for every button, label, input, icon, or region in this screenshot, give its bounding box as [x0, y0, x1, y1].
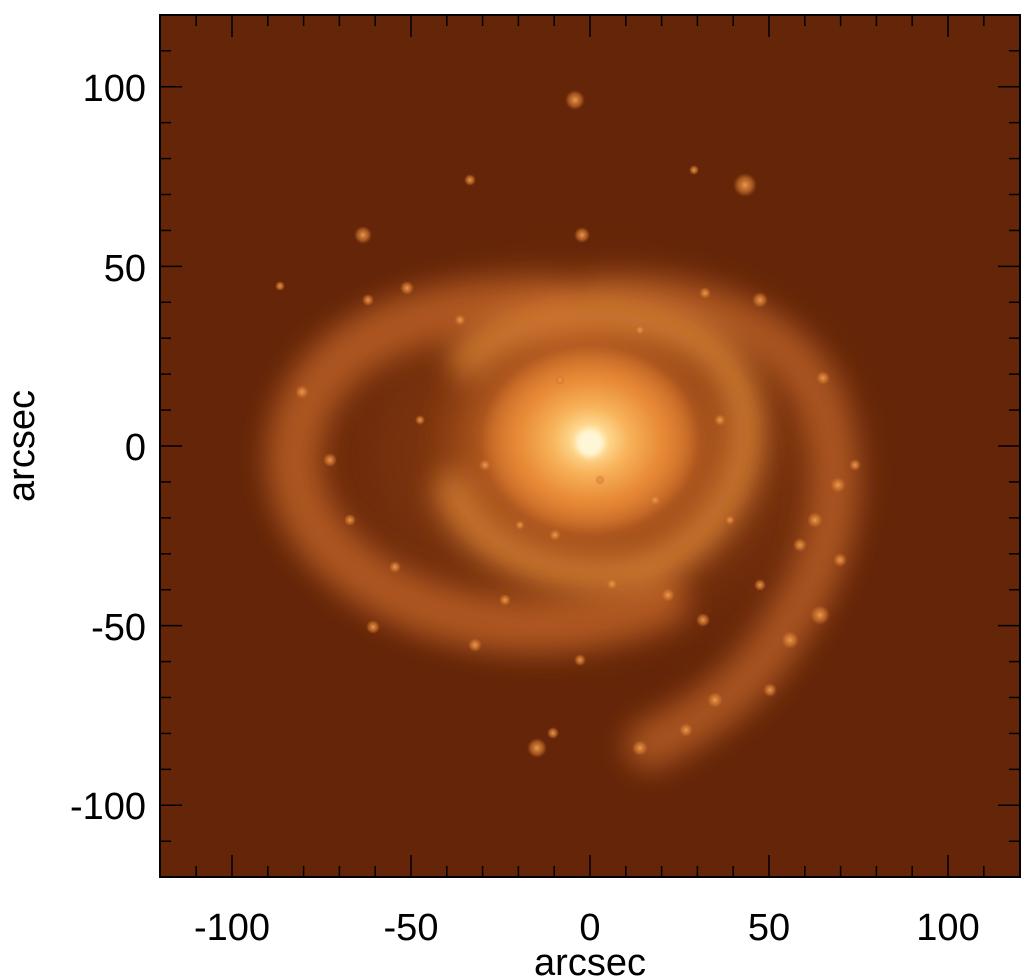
x-tick-label: 0 — [579, 907, 600, 949]
star-forming-knot — [679, 723, 693, 737]
star-forming-knot — [810, 605, 830, 625]
x-tick-labels: -100 -50 0 50 100 — [194, 907, 980, 949]
star-forming-knot — [527, 738, 547, 758]
star-forming-knot — [816, 371, 830, 385]
star-forming-knot — [595, 475, 605, 485]
star-forming-knot — [499, 594, 511, 606]
star-forming-knot — [295, 385, 309, 399]
star-forming-knot — [763, 683, 777, 697]
x-axis-title: arcsec — [534, 942, 646, 980]
star-forming-knot — [793, 538, 807, 552]
star-forming-knot — [635, 325, 645, 335]
star-forming-knot — [454, 314, 466, 326]
y-tick-label: 100 — [83, 68, 146, 110]
star-forming-knot — [807, 512, 823, 528]
star-forming-knot — [400, 281, 414, 295]
galaxy-image — [160, 15, 1020, 877]
star-forming-knot — [344, 514, 356, 526]
star-forming-knot — [661, 588, 675, 602]
star-forming-knot — [699, 287, 711, 299]
x-tick-label: -50 — [384, 907, 439, 949]
star-forming-knot — [366, 620, 380, 634]
star-forming-knot — [781, 631, 799, 649]
x-tick-label: 50 — [748, 907, 790, 949]
star-forming-knot — [362, 294, 374, 306]
star-forming-knot — [689, 165, 699, 175]
star-forming-knot — [733, 173, 757, 197]
hii-knots — [275, 90, 861, 758]
star-forming-knot — [275, 281, 285, 291]
star-forming-knot — [830, 477, 846, 493]
y-tick-label: -100 — [70, 786, 146, 828]
star-forming-knot — [696, 613, 710, 627]
star-forming-knot — [468, 638, 482, 652]
star-forming-knot — [565, 90, 585, 110]
star-forming-knot — [574, 227, 590, 243]
star-forming-knot — [632, 740, 648, 756]
star-forming-knot — [389, 561, 401, 573]
star-forming-knot — [707, 692, 723, 708]
y-tick-label: 50 — [104, 248, 146, 290]
star-forming-knot — [833, 553, 847, 567]
star-forming-knot — [606, 578, 618, 590]
star-forming-knot — [354, 226, 372, 244]
y-axis-title: arcsec — [1, 390, 43, 502]
star-forming-knot — [323, 453, 337, 467]
outer-arm-west — [266, 277, 688, 653]
star-forming-knot — [649, 494, 661, 506]
star-forming-knot — [464, 174, 476, 186]
star-forming-knot — [754, 579, 766, 591]
star-forming-knot — [725, 515, 735, 525]
x-tick-label: 100 — [916, 907, 979, 949]
star-forming-knot — [714, 414, 726, 426]
star-forming-knot — [574, 654, 586, 666]
ticks — [160, 15, 1020, 877]
nucleus — [576, 429, 604, 457]
star-forming-knot — [479, 459, 491, 471]
star-forming-knot — [415, 415, 425, 425]
y-tick-label: -50 — [91, 607, 146, 649]
star-forming-knot — [849, 459, 861, 471]
star-forming-knot — [515, 520, 525, 530]
star-forming-knot — [549, 529, 561, 541]
x-tick-label: -100 — [194, 907, 270, 949]
star-forming-knot — [547, 727, 559, 739]
y-tick-label: 0 — [125, 427, 146, 469]
y-tick-labels: 100 50 0 -50 -100 — [70, 68, 146, 828]
star-forming-knot — [752, 292, 768, 308]
star-forming-knot — [555, 375, 565, 385]
outer-arm-east — [575, 274, 860, 770]
